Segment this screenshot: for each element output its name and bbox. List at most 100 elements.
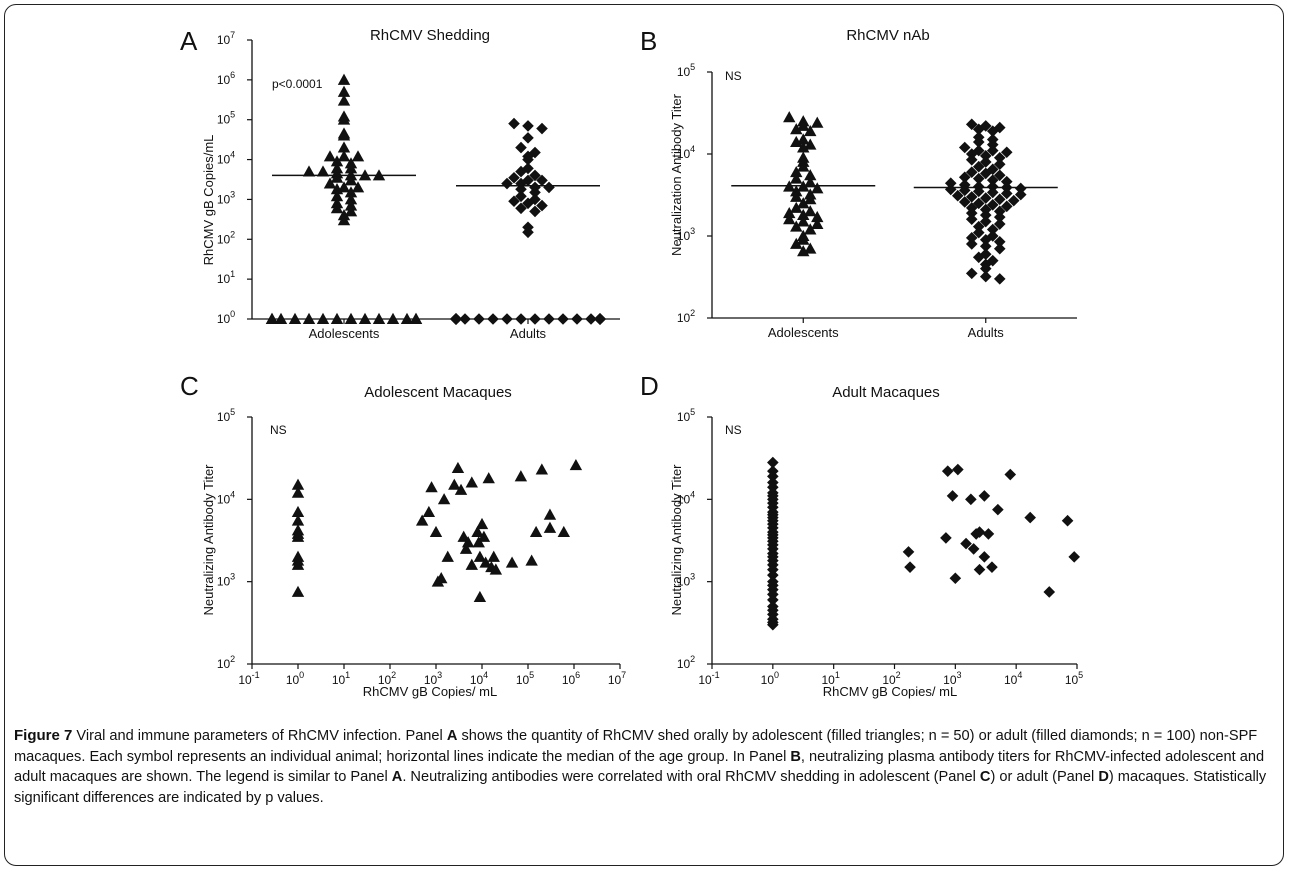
data-point-a (344, 162, 358, 174)
data-point-d (992, 503, 1004, 516)
data-point-b (993, 121, 1006, 134)
data-point-c (465, 476, 478, 488)
panel-title-c: Adolescent Macaques (364, 384, 512, 401)
data-point-b (804, 169, 817, 181)
data-point-a (522, 153, 534, 166)
data-point-a (330, 183, 344, 195)
data-point-b (965, 232, 978, 244)
stat-annotation-d: NS (725, 423, 742, 437)
data-point-a (351, 181, 365, 193)
data-point-c (529, 525, 543, 538)
x-tick-label-c: 101 (332, 670, 350, 687)
data-point-b (979, 233, 992, 246)
x-category-label-b: Adolescents (768, 325, 839, 340)
x-tick-label-d: 10-1 (698, 670, 719, 687)
x-tick-label-d: 100 (761, 670, 779, 687)
data-point-d (978, 551, 991, 563)
data-point-b (993, 273, 1006, 285)
figure-caption: Figure 7 Viral and immune parameters of … (14, 726, 1276, 808)
data-point-b (790, 220, 803, 232)
data-point-b (986, 199, 999, 211)
data-point-b (804, 193, 817, 205)
data-point-d (767, 618, 779, 631)
data-point-d (973, 526, 986, 538)
panel-title-a: RhCMV Shedding (370, 27, 490, 44)
data-point-c (514, 470, 528, 482)
data-point-b (804, 138, 817, 150)
data-point-a (487, 313, 499, 325)
data-point-a (323, 177, 337, 189)
data-point-a (358, 312, 372, 324)
data-point-d (982, 528, 995, 540)
data-point-a (543, 313, 555, 325)
data-point-a (330, 155, 344, 167)
data-point-c (441, 550, 454, 562)
data-point-b (979, 240, 992, 253)
data-point-b (986, 163, 999, 176)
data-point-b (790, 172, 803, 184)
x-category-label-b: Adults (968, 325, 1005, 340)
data-point-d (978, 490, 991, 502)
caption-text-5: ) or adult (Panel (990, 769, 1099, 785)
data-point-b (986, 254, 999, 267)
y-tick-label-d: 102 (677, 654, 695, 671)
data-point-b (783, 206, 796, 219)
data-point-a (508, 171, 520, 184)
y-axis-label-b: Neutralization Antibody Titer (669, 93, 684, 256)
data-point-c (291, 514, 305, 526)
data-point-b (1000, 200, 1013, 213)
data-point-b (944, 183, 957, 196)
data-point-d (967, 543, 980, 555)
data-point-b (993, 235, 1006, 248)
data-point-a (571, 313, 583, 325)
data-point-a (400, 312, 414, 324)
y-tick-label-c: 103 (217, 572, 235, 589)
data-point-a (337, 181, 351, 193)
data-point-c (487, 550, 500, 562)
data-point-a (508, 195, 520, 208)
data-point-a (323, 150, 337, 162)
data-point-a (302, 165, 316, 177)
data-point-a (344, 205, 358, 217)
data-point-a (594, 313, 606, 325)
data-point-c (477, 530, 491, 542)
data-point-b (811, 217, 824, 229)
data-point-c (557, 525, 570, 538)
y-tick-label-a: 105 (217, 110, 235, 127)
caption-text-2: shows the quantity of RhCMV shed orally … (14, 728, 1258, 765)
y-axis-label-d: Neutralizing Antibody Titer (669, 464, 684, 616)
x-tick-label-d: 102 (882, 670, 900, 687)
panel-title-b: RhCMV nAb (846, 27, 929, 44)
data-point-a (536, 199, 548, 212)
data-point-b (979, 262, 992, 275)
data-point-a (337, 150, 351, 162)
data-point-b (790, 165, 803, 178)
data-point-c (415, 514, 429, 526)
data-point-a (522, 132, 534, 144)
data-point-b (965, 166, 978, 178)
y-tick-label-a: 102 (217, 229, 235, 246)
data-point-c (543, 508, 557, 520)
x-tick-label-d: 103 (943, 670, 961, 687)
figure-frame (4, 4, 1284, 866)
data-point-a (344, 193, 358, 205)
y-tick-label-a: 100 (217, 309, 235, 326)
data-point-b (1007, 194, 1020, 207)
caption-ref-b: B (790, 748, 801, 765)
data-point-c (291, 505, 305, 518)
data-point-b (958, 184, 971, 197)
data-point-a (288, 312, 302, 324)
data-point-b (986, 144, 999, 157)
data-point-b (993, 169, 1006, 182)
data-point-b (993, 218, 1006, 230)
data-point-a (529, 186, 541, 199)
caption-ref-a-2: A (391, 769, 403, 785)
data-point-b (797, 245, 810, 257)
x-tick-label-d: 105 (1065, 670, 1083, 687)
data-point-a (337, 214, 351, 226)
data-point-d (941, 465, 954, 477)
data-point-b (797, 208, 810, 221)
data-point-a (529, 169, 541, 182)
data-point-b (979, 156, 992, 168)
data-point-c (479, 556, 492, 568)
